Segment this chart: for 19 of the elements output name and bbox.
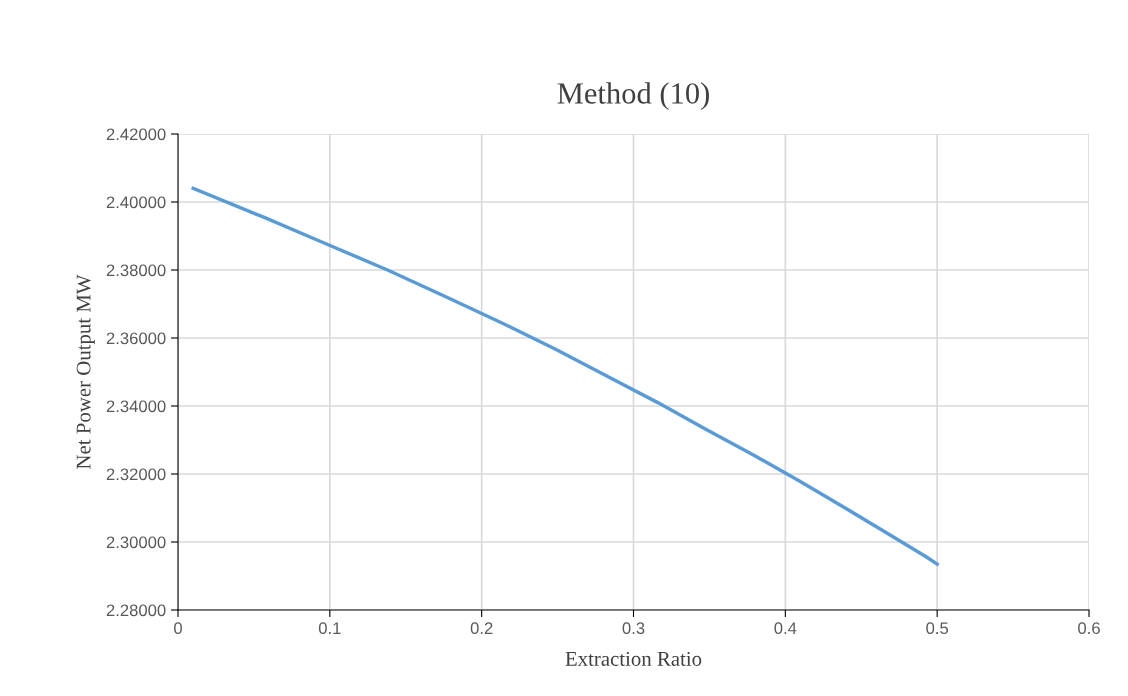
chart-title: Method (10) (557, 82, 709, 110)
x-tick-label: 0.1 (318, 622, 341, 635)
y-axis-title: Net Power Output MW (76, 274, 95, 469)
y-tick-label: 2.34000 (106, 400, 166, 413)
y-tick-label: 2.42000 (106, 128, 166, 141)
y-tick-label: 2.30000 (106, 536, 166, 549)
line-series (191, 186, 939, 566)
y-tick-label: 2.28000 (106, 604, 166, 617)
x-tick-label: 0.2 (470, 622, 493, 635)
y-tick-label: 2.36000 (106, 332, 166, 345)
y-tick-label: 2.40000 (106, 196, 166, 209)
x-tick-label: 0.4 (774, 622, 797, 635)
x-tick-label: 0.5 (926, 622, 949, 635)
x-tick-label: 0 (174, 622, 182, 635)
y-tick-label: 2.32000 (106, 468, 166, 481)
x-tick-label: 0.6 (1078, 622, 1100, 635)
x-tick-label: 0.3 (622, 622, 645, 635)
y-tick-label: 2.38000 (106, 264, 166, 277)
x-axis-title: Extraction Ratio (565, 651, 702, 666)
